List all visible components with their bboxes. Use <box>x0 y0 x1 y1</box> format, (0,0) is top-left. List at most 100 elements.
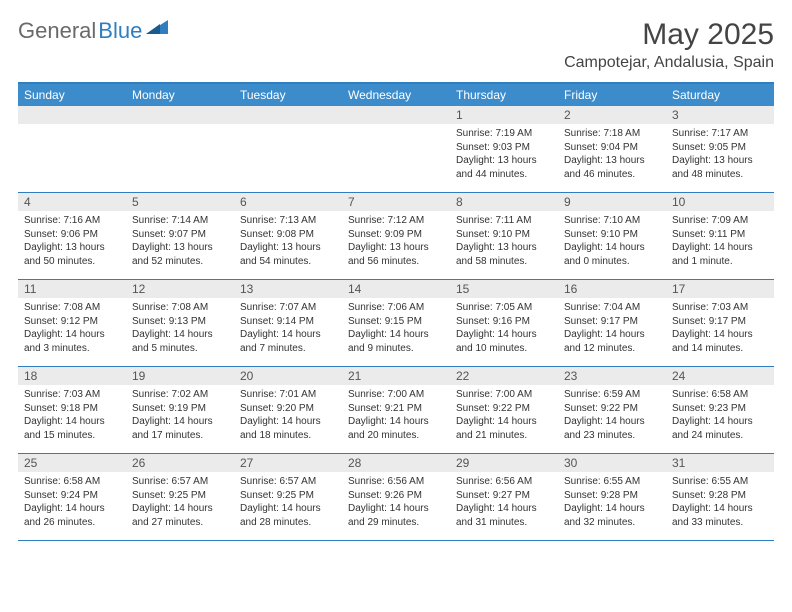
calendar-cell: 16Sunrise: 7:04 AMSunset: 9:17 PMDayligh… <box>558 280 666 366</box>
day-number: 14 <box>342 280 450 298</box>
sunset-text: Sunset: 9:10 PM <box>456 228 552 242</box>
day-number: 17 <box>666 280 774 298</box>
day-number: 16 <box>558 280 666 298</box>
day-details: Sunrise: 7:14 AMSunset: 9:07 PMDaylight:… <box>126 211 234 272</box>
sunset-text: Sunset: 9:10 PM <box>564 228 660 242</box>
day-details: Sunrise: 7:18 AMSunset: 9:04 PMDaylight:… <box>558 124 666 185</box>
day-details: Sunrise: 7:09 AMSunset: 9:11 PMDaylight:… <box>666 211 774 272</box>
day-number: 29 <box>450 454 558 472</box>
day-number: 7 <box>342 193 450 211</box>
calendar-cell: 11Sunrise: 7:08 AMSunset: 9:12 PMDayligh… <box>18 280 126 366</box>
daylight-text: Daylight: 14 hours and 33 minutes. <box>672 502 768 529</box>
daylight-text: Daylight: 14 hours and 28 minutes. <box>240 502 336 529</box>
sunset-text: Sunset: 9:19 PM <box>132 402 228 416</box>
sunset-text: Sunset: 9:22 PM <box>564 402 660 416</box>
daylight-text: Daylight: 13 hours and 48 minutes. <box>672 154 768 181</box>
calendar-cell: 28Sunrise: 6:56 AMSunset: 9:26 PMDayligh… <box>342 454 450 540</box>
day-details: Sunrise: 6:57 AMSunset: 9:25 PMDaylight:… <box>234 472 342 533</box>
daylight-text: Daylight: 14 hours and 3 minutes. <box>24 328 120 355</box>
daylight-text: Daylight: 13 hours and 56 minutes. <box>348 241 444 268</box>
sunrise-text: Sunrise: 7:00 AM <box>456 388 552 402</box>
calendar-cell: 27Sunrise: 6:57 AMSunset: 9:25 PMDayligh… <box>234 454 342 540</box>
calendar-cell: 15Sunrise: 7:05 AMSunset: 9:16 PMDayligh… <box>450 280 558 366</box>
day-details: Sunrise: 6:55 AMSunset: 9:28 PMDaylight:… <box>666 472 774 533</box>
daylight-text: Daylight: 14 hours and 29 minutes. <box>348 502 444 529</box>
sunrise-text: Sunrise: 6:58 AM <box>24 475 120 489</box>
day-details: Sunrise: 7:05 AMSunset: 9:16 PMDaylight:… <box>450 298 558 359</box>
calendar-cell: 20Sunrise: 7:01 AMSunset: 9:20 PMDayligh… <box>234 367 342 453</box>
day-details: Sunrise: 7:01 AMSunset: 9:20 PMDaylight:… <box>234 385 342 446</box>
daylight-text: Daylight: 14 hours and 15 minutes. <box>24 415 120 442</box>
calendar-cell: 3Sunrise: 7:17 AMSunset: 9:05 PMDaylight… <box>666 106 774 192</box>
sunrise-text: Sunrise: 7:11 AM <box>456 214 552 228</box>
sunset-text: Sunset: 9:28 PM <box>564 489 660 503</box>
sunrise-text: Sunrise: 7:10 AM <box>564 214 660 228</box>
day-details: Sunrise: 6:58 AMSunset: 9:23 PMDaylight:… <box>666 385 774 446</box>
sunrise-text: Sunrise: 7:12 AM <box>348 214 444 228</box>
calendar-cell: 26Sunrise: 6:57 AMSunset: 9:25 PMDayligh… <box>126 454 234 540</box>
day-number: 10 <box>666 193 774 211</box>
day-number <box>126 106 234 124</box>
day-number: 5 <box>126 193 234 211</box>
sunset-text: Sunset: 9:03 PM <box>456 141 552 155</box>
day-number: 8 <box>450 193 558 211</box>
day-details: Sunrise: 7:08 AMSunset: 9:12 PMDaylight:… <box>18 298 126 359</box>
sunrise-text: Sunrise: 6:55 AM <box>564 475 660 489</box>
sunset-text: Sunset: 9:06 PM <box>24 228 120 242</box>
day-header-mon: Monday <box>126 84 234 106</box>
day-header-sun: Sunday <box>18 84 126 106</box>
day-details: Sunrise: 7:00 AMSunset: 9:21 PMDaylight:… <box>342 385 450 446</box>
sunrise-text: Sunrise: 6:55 AM <box>672 475 768 489</box>
day-details: Sunrise: 7:00 AMSunset: 9:22 PMDaylight:… <box>450 385 558 446</box>
day-number: 9 <box>558 193 666 211</box>
daylight-text: Daylight: 14 hours and 17 minutes. <box>132 415 228 442</box>
sunset-text: Sunset: 9:22 PM <box>456 402 552 416</box>
sunrise-text: Sunrise: 7:08 AM <box>24 301 120 315</box>
day-details: Sunrise: 7:03 AMSunset: 9:18 PMDaylight:… <box>18 385 126 446</box>
sunrise-text: Sunrise: 7:06 AM <box>348 301 444 315</box>
daylight-text: Daylight: 14 hours and 10 minutes. <box>456 328 552 355</box>
daylight-text: Daylight: 14 hours and 14 minutes. <box>672 328 768 355</box>
sunset-text: Sunset: 9:28 PM <box>672 489 768 503</box>
calendar-cell: 10Sunrise: 7:09 AMSunset: 9:11 PMDayligh… <box>666 193 774 279</box>
day-number: 23 <box>558 367 666 385</box>
calendar-cell: 12Sunrise: 7:08 AMSunset: 9:13 PMDayligh… <box>126 280 234 366</box>
calendar-cell: 8Sunrise: 7:11 AMSunset: 9:10 PMDaylight… <box>450 193 558 279</box>
daylight-text: Daylight: 14 hours and 31 minutes. <box>456 502 552 529</box>
week-row: 1Sunrise: 7:19 AMSunset: 9:03 PMDaylight… <box>18 106 774 193</box>
day-details: Sunrise: 6:56 AMSunset: 9:27 PMDaylight:… <box>450 472 558 533</box>
sunrise-text: Sunrise: 6:59 AM <box>564 388 660 402</box>
logo-text-1: General <box>18 18 96 44</box>
day-details: Sunrise: 6:58 AMSunset: 9:24 PMDaylight:… <box>18 472 126 533</box>
calendar-cell: 23Sunrise: 6:59 AMSunset: 9:22 PMDayligh… <box>558 367 666 453</box>
day-number: 18 <box>18 367 126 385</box>
day-number: 2 <box>558 106 666 124</box>
sunset-text: Sunset: 9:24 PM <box>24 489 120 503</box>
day-number <box>234 106 342 124</box>
sunrise-text: Sunrise: 7:17 AM <box>672 127 768 141</box>
sunrise-text: Sunrise: 7:03 AM <box>24 388 120 402</box>
calendar-cell: 4Sunrise: 7:16 AMSunset: 9:06 PMDaylight… <box>18 193 126 279</box>
day-number: 20 <box>234 367 342 385</box>
sunrise-text: Sunrise: 7:01 AM <box>240 388 336 402</box>
header: GeneralBlue May 2025 Campotejar, Andalus… <box>18 18 774 72</box>
day-number: 24 <box>666 367 774 385</box>
day-details: Sunrise: 6:55 AMSunset: 9:28 PMDaylight:… <box>558 472 666 533</box>
day-details: Sunrise: 7:04 AMSunset: 9:17 PMDaylight:… <box>558 298 666 359</box>
daylight-text: Daylight: 14 hours and 21 minutes. <box>456 415 552 442</box>
sunrise-text: Sunrise: 7:19 AM <box>456 127 552 141</box>
calendar-cell: 24Sunrise: 6:58 AMSunset: 9:23 PMDayligh… <box>666 367 774 453</box>
daylight-text: Daylight: 14 hours and 26 minutes. <box>24 502 120 529</box>
week-row: 4Sunrise: 7:16 AMSunset: 9:06 PMDaylight… <box>18 193 774 280</box>
sunset-text: Sunset: 9:21 PM <box>348 402 444 416</box>
day-number <box>342 106 450 124</box>
day-header-row: Sunday Monday Tuesday Wednesday Thursday… <box>18 84 774 106</box>
sunrise-text: Sunrise: 7:00 AM <box>348 388 444 402</box>
day-number: 26 <box>126 454 234 472</box>
day-details: Sunrise: 7:11 AMSunset: 9:10 PMDaylight:… <box>450 211 558 272</box>
day-number: 30 <box>558 454 666 472</box>
calendar-page: GeneralBlue May 2025 Campotejar, Andalus… <box>0 0 792 551</box>
sunrise-text: Sunrise: 7:09 AM <box>672 214 768 228</box>
sunrise-text: Sunrise: 7:04 AM <box>564 301 660 315</box>
calendar-cell <box>126 106 234 192</box>
